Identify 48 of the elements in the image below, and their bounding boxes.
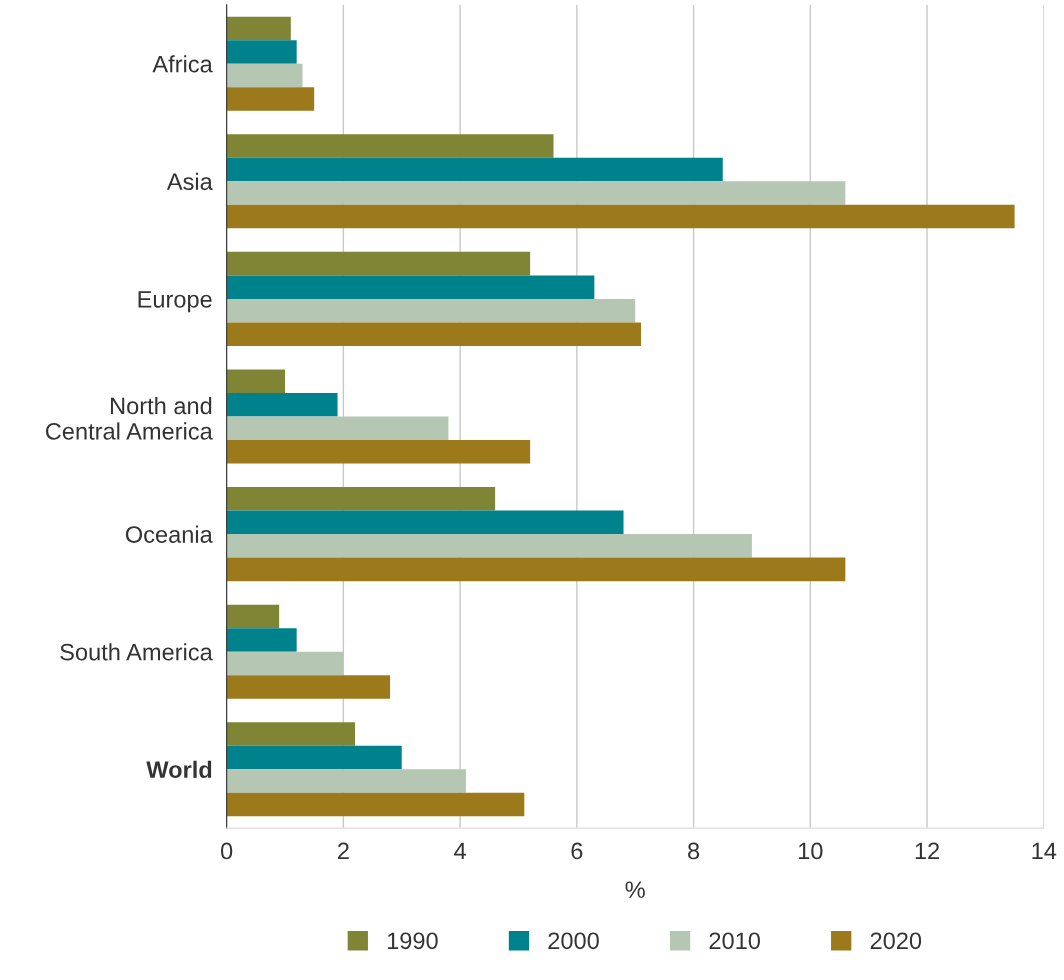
bar [226, 487, 496, 511]
bar [226, 298, 636, 323]
bar [226, 675, 391, 699]
bar [226, 604, 280, 629]
bar [226, 204, 1015, 229]
bar [226, 769, 466, 793]
x-tick-label: 8 [688, 842, 700, 860]
bar [226, 557, 846, 582]
legend-label: 1990 [387, 932, 438, 950]
bar [226, 87, 315, 111]
bar [226, 440, 531, 464]
y-tick-label: Asia [166, 172, 213, 191]
bar [226, 322, 642, 346]
bar [226, 510, 624, 535]
bar [226, 745, 402, 770]
bar [226, 534, 752, 558]
x-tick-label: 10 [798, 842, 823, 860]
y-tick-label: South America [60, 643, 213, 661]
bar [226, 275, 595, 299]
bar [226, 40, 297, 64]
x-tick-label: 12 [915, 842, 939, 860]
legend-label: 2020 [870, 932, 922, 950]
bar [226, 63, 303, 88]
x-tick-label: 2 [337, 842, 349, 860]
bar [226, 792, 525, 817]
bar [226, 251, 531, 276]
y-tick-label: Africa [152, 55, 213, 73]
y-tick-label: North and Central America [45, 396, 213, 440]
y-tick-label: Oceania [125, 525, 213, 543]
x-axis-title: % [625, 881, 645, 898]
bar [226, 628, 297, 652]
legend-label: 2010 [709, 932, 760, 950]
bar [226, 181, 846, 205]
bar [226, 16, 291, 41]
bar [226, 134, 554, 158]
bar [226, 157, 723, 182]
bar [226, 369, 285, 393]
x-tick-label: 14 [1032, 842, 1057, 860]
bar [226, 722, 356, 746]
x-tick-label: 6 [571, 842, 583, 860]
bar [226, 651, 344, 676]
x-tick-label: 0 [220, 842, 233, 860]
bar [226, 416, 449, 441]
x-tick-label: 4 [454, 842, 466, 860]
y-tick-label: Europe [138, 291, 212, 313]
bar [226, 392, 338, 417]
y-tick-label: World [146, 760, 212, 779]
legend-label: 2000 [548, 932, 599, 950]
